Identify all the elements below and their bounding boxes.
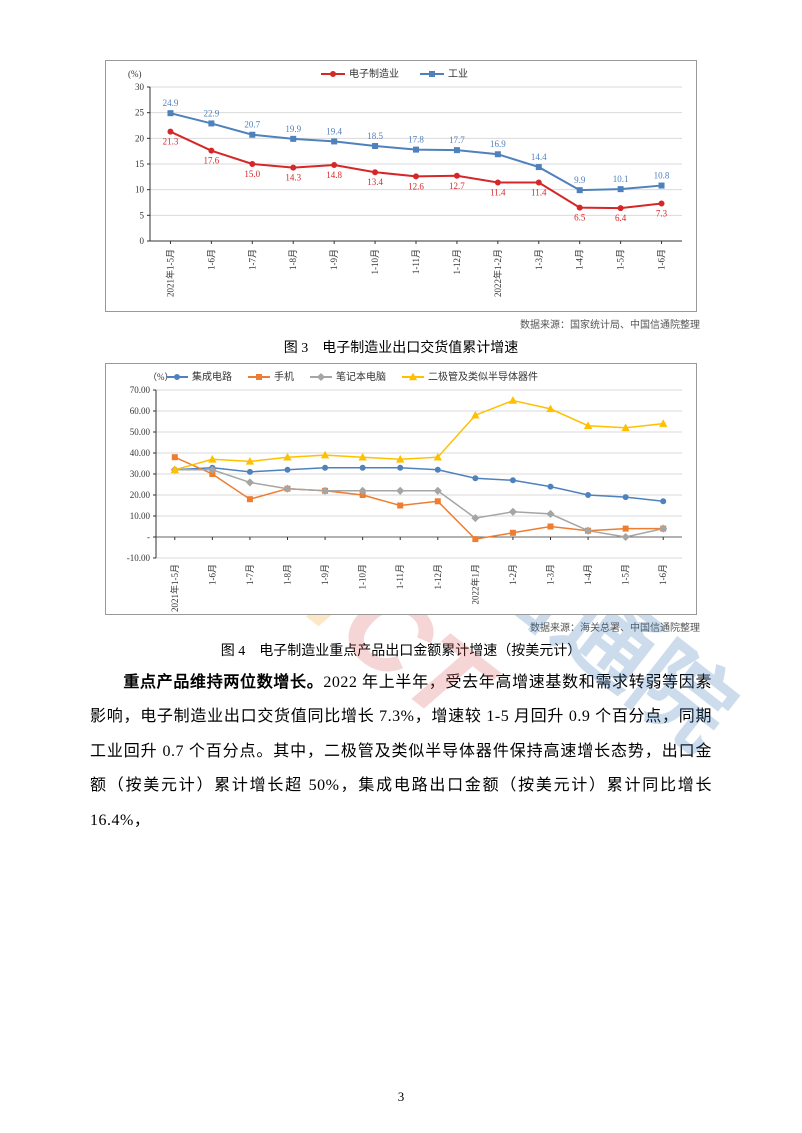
svg-text:30.00: 30.00	[130, 469, 151, 479]
svg-text:10.8: 10.8	[654, 171, 670, 181]
svg-text:60.00: 60.00	[130, 406, 151, 416]
body-bold-lead: 重点产品维持两位数增长。	[123, 674, 323, 691]
svg-text:笔记本电脑: 笔记本电脑	[336, 370, 386, 383]
svg-text:12.6: 12.6	[408, 181, 424, 191]
svg-text:1-9月: 1-9月	[320, 564, 330, 585]
svg-text:18.5: 18.5	[367, 131, 383, 141]
svg-text:-: -	[147, 532, 150, 542]
chart-4-box: -10.00-10.0020.0030.0040.0050.0060.0070.…	[105, 363, 697, 615]
svg-text:11.4: 11.4	[531, 187, 547, 197]
svg-text:20: 20	[135, 133, 145, 143]
page: 中国信通院 CAI CT 051015202530(%)2021年1-5月1-6…	[0, 0, 802, 1133]
svg-text:1-5月: 1-5月	[621, 564, 631, 585]
svg-text:集成电路: 集成电路	[192, 370, 232, 383]
svg-text:1-10月: 1-10月	[370, 249, 380, 275]
body-text-content: 2022 年上半年，受去年高增速基数和需求转弱等因素影响，电子制造业出口交货值同…	[90, 674, 712, 829]
svg-text:14.8: 14.8	[326, 170, 342, 180]
svg-text:手机: 手机	[274, 370, 294, 383]
svg-text:10.00: 10.00	[130, 511, 151, 521]
chart-3-caption: 图 3 电子制造业出口交货值累计增速	[90, 337, 712, 357]
svg-text:电子制造业: 电子制造业	[349, 67, 399, 80]
svg-text:1-11月: 1-11月	[395, 564, 405, 589]
svg-text:1-5月: 1-5月	[616, 249, 626, 270]
svg-text:2022年1月: 2022年1月	[469, 564, 480, 605]
svg-text:1-9月: 1-9月	[329, 249, 339, 270]
svg-text:(%): (%)	[128, 69, 142, 79]
svg-text:1-8月: 1-8月	[288, 249, 298, 270]
svg-text:5: 5	[140, 210, 145, 220]
svg-text:1-7月: 1-7月	[245, 564, 255, 585]
svg-text:1-12月: 1-12月	[433, 564, 443, 590]
chart-3-svg: 0 5 10 15 20 25 30 (%) 2021年1-5月 1-6月 1-7月 1-8月 1-9月…	[106, 61, 696, 311]
svg-text:17.7: 17.7	[449, 135, 465, 145]
svg-text:14.4: 14.4	[531, 152, 547, 162]
chart-4-source: 数据来源：海关总署、中国信通院整理	[90, 619, 700, 634]
svg-text:1-3月: 1-3月	[534, 249, 544, 270]
svg-text:17.6: 17.6	[204, 156, 220, 166]
svg-text:6.4: 6.4	[615, 213, 627, 223]
svg-text:50.00: 50.00	[130, 427, 151, 437]
svg-text:10.1: 10.1	[613, 174, 629, 184]
svg-text:1-4月: 1-4月	[583, 564, 593, 585]
svg-text:24.9: 24.9	[163, 98, 179, 108]
svg-text:10: 10	[135, 185, 145, 195]
svg-text:22.9: 22.9	[204, 108, 220, 118]
svg-text:30: 30	[135, 82, 145, 92]
svg-text:19.9: 19.9	[285, 124, 301, 134]
svg-text:1-7月: 1-7月	[247, 249, 257, 270]
svg-text:1-12月: 1-12月	[452, 249, 462, 275]
svg-text:19.4: 19.4	[326, 126, 342, 136]
chart-4-caption: 图 4 电子制造业重点产品出口金额累计增速（按美元计）	[90, 640, 712, 660]
svg-text:15.0: 15.0	[244, 169, 260, 179]
svg-text:1-10月: 1-10月	[358, 564, 368, 590]
svg-text:17.8: 17.8	[408, 135, 424, 145]
svg-text:20.7: 20.7	[244, 120, 260, 130]
chart-3-source: 数据来源：国家统计局、中国信通院整理	[90, 316, 700, 331]
svg-text:1-2月: 1-2月	[508, 564, 518, 585]
svg-text:6.5: 6.5	[574, 213, 586, 223]
svg-text:1-3月: 1-3月	[546, 564, 556, 585]
svg-text:二极管及类似半导体器件: 二极管及类似半导体器件	[428, 370, 538, 383]
svg-text:12.7: 12.7	[449, 181, 465, 191]
svg-text:2021年1-5月: 2021年1-5月	[164, 249, 175, 297]
svg-text:11.4: 11.4	[490, 187, 506, 197]
svg-text:20.00: 20.00	[130, 490, 151, 500]
svg-text:工业: 工业	[448, 68, 468, 80]
svg-text:13.4: 13.4	[367, 177, 383, 187]
svg-text:1-6月: 1-6月	[658, 564, 668, 585]
svg-text:15: 15	[135, 159, 145, 169]
chart-4-svg: -10.00-10.0020.0030.0040.0050.0060.0070.…	[106, 364, 696, 614]
svg-text:-10.00: -10.00	[127, 553, 151, 563]
svg-text:1-6月: 1-6月	[206, 249, 216, 270]
svg-text:1-11月: 1-11月	[411, 249, 421, 274]
svg-text:25: 25	[135, 108, 145, 118]
svg-text:14.3: 14.3	[285, 173, 301, 183]
svg-text:16.9: 16.9	[490, 139, 506, 149]
page-number: 3	[0, 1089, 802, 1105]
body-paragraph: 重点产品维持两位数增长。2022 年上半年，受去年高增速基数和需求转弱等因素影响…	[90, 666, 712, 838]
svg-text:1-4月: 1-4月	[575, 249, 585, 270]
svg-text:0: 0	[140, 236, 145, 246]
svg-text:2021年1-5月: 2021年1-5月	[169, 564, 180, 612]
chart-3-box: 0 5 10 15 20 25 30 (%) 2021年1-5月 1-6月 1-7月 1-8月 1-9月…	[105, 60, 697, 312]
svg-text:70.00: 70.00	[130, 385, 151, 395]
svg-text:40.00: 40.00	[130, 448, 151, 458]
svg-text:1-6月: 1-6月	[657, 249, 667, 270]
svg-text:1-6月: 1-6月	[207, 564, 217, 585]
svg-text:9.9: 9.9	[574, 175, 586, 185]
svg-text:1-8月: 1-8月	[283, 564, 293, 585]
svg-text:7.3: 7.3	[656, 209, 668, 219]
svg-text:2022年1-2月: 2022年1-2月	[492, 249, 503, 297]
svg-text:21.3: 21.3	[163, 137, 179, 147]
